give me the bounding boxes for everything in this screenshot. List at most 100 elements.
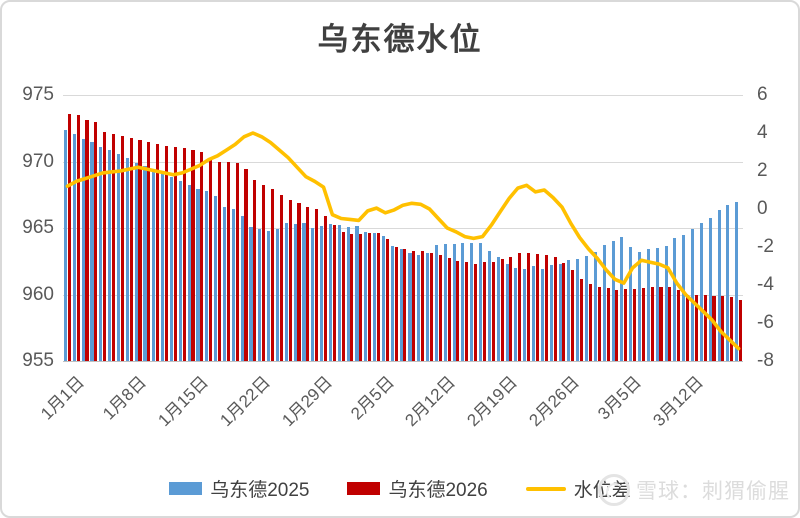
legend-label-diff: 水位差 [573,480,631,501]
bar-乌东德2025-day14 [178,181,182,361]
legend-label-2026: 乌东德2026 [388,480,488,501]
bar-乌东德2026-day53 [527,252,531,361]
bar-乌东德2025-day45 [452,243,456,361]
bar-乌东德2025-day8 [125,157,129,361]
bar-乌东德2025-day41 [417,254,421,361]
bar-乌东德2025-day59 [576,258,580,361]
bar-乌东德2026-day20 [235,162,239,361]
bar-乌东德2026-day21 [244,169,248,361]
bar-乌东德2026-day74 [712,295,716,361]
bar-乌东德2025-day37 [381,235,386,361]
bar-乌东德2025-day64 [620,237,624,361]
bar-乌东德2026-day38 [394,246,398,361]
bar-乌东德2025-day15 [187,185,191,361]
y-axis-right-tick: -8 [757,350,774,371]
bar-乌东德2026-day73 [703,295,707,361]
bar-乌东德2026-day8 [129,138,133,361]
bar-乌东德2025-day11 [152,169,156,361]
bar-乌东德2026-day54 [535,253,539,361]
bar-乌东德2025-day4 [90,142,94,361]
bar-乌东德2025-day50 [496,257,500,361]
bar-乌东德2026-day4 [94,122,98,361]
bar-乌东德2025-day67 [646,249,650,361]
bar-乌东德2026-day45 [456,261,460,361]
plot-area [63,95,743,362]
bar-乌东德2025-day13 [169,176,174,361]
bar-乌东德2026-day70 [677,289,681,361]
bar-乌东德2026-day24 [270,189,274,361]
bar-乌东德2025-day44 [443,243,447,361]
bar-乌东德2026-day67 [650,286,654,361]
y-axis-right-tick: 2 [757,160,768,181]
legend: 乌东德2025 乌东德2026 水位差 [2,475,798,502]
bar-乌东德2026-day23 [262,185,266,361]
bar-乌东德2026-day50 [500,259,504,361]
bar-乌东德2025-day20 [231,209,235,361]
chart-title: 乌东德水位 [317,22,483,57]
y-axis-left-tick: 970 [22,150,54,172]
bar-乌东德2026-day26 [288,200,292,361]
gridline [63,294,743,296]
bar-乌东德2026-day77 [738,299,743,361]
y-axis-left-tick: 975 [22,84,54,105]
bar-乌东德2025-day35 [364,231,368,361]
y-axis-left-tick: 955 [22,350,54,371]
bar-乌东德2025-day38 [390,245,394,361]
bar-乌东德2026-day71 [685,294,690,361]
y-axis-right-tick: 6 [757,84,768,105]
legend-line-swatch-diff [525,486,566,491]
bar-乌东德2026-day25 [279,194,283,361]
bar-乌东德2025-day39 [399,249,403,361]
bar-乌东德2026-day7 [120,136,124,361]
bar-乌东德2025-day22 [249,226,253,361]
bar-乌东德2026-day30 [323,216,327,361]
bar-乌东德2026-day33 [350,233,354,361]
bar-乌东德2025-day66 [638,251,642,361]
bar-乌东德2026-day5 [103,131,107,361]
bar-乌东德2025-day77 [735,202,739,361]
bar-乌东德2026-day6 [111,133,116,361]
bar-乌东德2026-day35 [368,233,372,361]
bar-乌东德2026-day57 [562,262,566,361]
bar-乌东德2026-day42 [429,253,433,361]
bar-乌东德2025-day48 [479,242,483,361]
bar-乌东德2026-day60 [588,283,592,361]
bar-乌东德2026-day1 [67,113,71,361]
y-axis-right-tick: 0 [757,198,768,219]
bar-乌东德2025-day27 [293,224,297,361]
bar-乌东德2026-day43 [438,254,442,361]
gridline [63,228,743,229]
bar-乌东德2025-day61 [593,251,597,361]
bar-乌东德2026-day48 [482,261,486,361]
bar-乌东德2025-day10 [143,166,147,361]
bar-乌东德2026-day66 [641,287,645,361]
bar-乌东德2025-day47 [470,243,474,361]
bar-乌东德2025-day17 [205,190,209,361]
bar-乌东德2026-day47 [474,263,478,361]
bar-乌东德2025-day1 [64,129,68,361]
bar-乌东德2026-day17 [209,157,213,361]
y-axis-left-tick: 965 [22,217,54,238]
bar-乌东德2025-day70 [673,237,677,361]
bar-乌东德2025-day25 [275,229,280,361]
legend-swatch-2026 [347,482,381,495]
bar-乌东德2025-day2 [72,134,76,361]
bar-乌东德2026-day37 [385,238,389,361]
bar-乌东德2026-day62 [606,287,610,361]
bar-乌东德2026-day18 [217,161,222,361]
bar-乌东德2025-day72 [691,229,695,361]
bar-乌东德2026-day16 [200,152,204,361]
bar-乌东德2025-day76 [726,205,730,361]
bar-乌东德2026-day14 [182,148,186,361]
bar-乌东德2025-day43 [434,245,438,361]
bar-乌东德2026-day27 [297,203,301,361]
legend-item-diff: 水位差 [525,475,631,502]
bar-乌东德2026-day13 [173,146,177,361]
bar-乌东德2026-day44 [447,257,451,361]
bar-乌东德2025-day9 [134,162,138,361]
bar-乌东德2026-day40 [412,250,416,361]
bar-乌东德2025-day19 [222,206,227,361]
bar-乌东德2025-day69 [664,245,668,361]
